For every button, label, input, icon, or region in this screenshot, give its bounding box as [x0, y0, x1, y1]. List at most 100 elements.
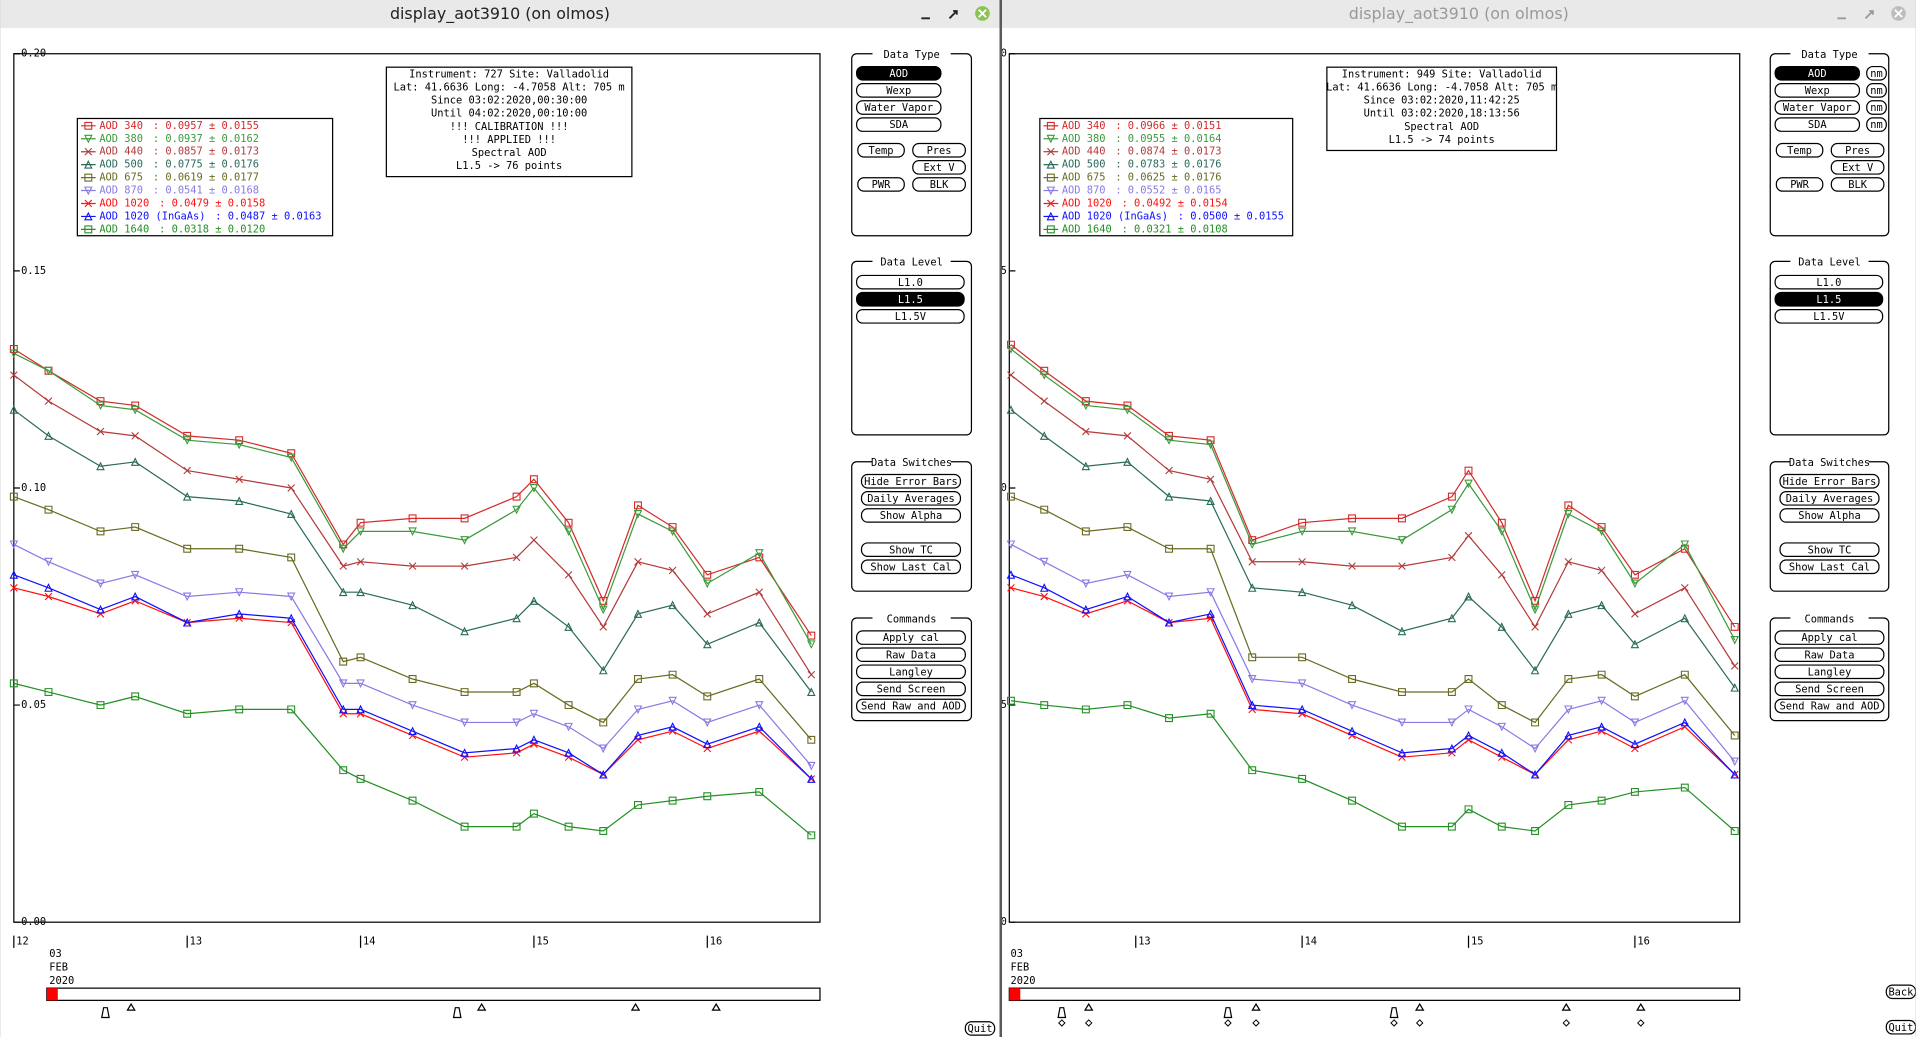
button[interactable] — [1774, 274, 1884, 290]
button-label[interactable]: Raw Data — [1805, 649, 1855, 661]
button-label[interactable]: Send Screen — [1795, 684, 1864, 696]
button-label[interactable]: Hide Error Bars — [1783, 476, 1877, 488]
button[interactable] — [1774, 100, 1861, 115]
button-label[interactable]: L1.0 — [1816, 277, 1841, 289]
maximize-button[interactable] — [1864, 10, 1874, 19]
button[interactable] — [1774, 664, 1885, 680]
button-label[interactable]: BLK — [930, 179, 949, 191]
button-label[interactable]: Ext V — [923, 162, 954, 174]
button-label[interactable]: Pres — [927, 145, 952, 157]
button[interactable] — [1866, 100, 1887, 115]
button[interactable] — [1774, 681, 1885, 697]
button[interactable] — [912, 160, 966, 175]
button-label[interactable]: Send Screen — [877, 684, 946, 696]
button-label[interactable]: Daily Averages — [867, 493, 954, 505]
button[interactable] — [1830, 142, 1885, 158]
button-label[interactable]: Temp — [1787, 145, 1812, 157]
button-label[interactable]: Apply cal — [883, 632, 939, 644]
button[interactable] — [1830, 160, 1885, 175]
button-label[interactable]: Show Last Cal — [1789, 561, 1870, 573]
button[interactable] — [1885, 984, 1916, 1000]
button[interactable] — [856, 83, 942, 98]
button-label[interactable]: L1.5 — [1816, 294, 1841, 306]
button[interactable] — [856, 309, 965, 324]
button[interactable] — [856, 291, 965, 307]
button[interactable] — [856, 100, 942, 115]
button-label[interactable]: L1.5 — [898, 294, 923, 306]
button-label[interactable]: Hide Error Bars — [864, 476, 958, 488]
button-label[interactable]: Quit — [967, 1023, 992, 1035]
button[interactable] — [1866, 65, 1887, 81]
button[interactable] — [1775, 177, 1824, 192]
button[interactable] — [857, 177, 905, 192]
button-label[interactable]: Raw Data — [886, 649, 936, 661]
button-label[interactable]: Send Raw and AOD — [1780, 701, 1880, 713]
button-label[interactable]: SDA — [889, 119, 908, 131]
button-label[interactable]: Show TC — [889, 544, 933, 556]
button[interactable] — [856, 681, 966, 697]
button-label[interactable]: Show Alpha — [880, 510, 942, 522]
button-label[interactable]: AOD — [1808, 68, 1827, 80]
button[interactable] — [860, 542, 962, 557]
button-label[interactable]: nm — [1870, 85, 1883, 97]
button-label[interactable]: PWR — [1790, 179, 1809, 191]
button-label[interactable]: Send Raw and AOD — [861, 701, 961, 713]
button[interactable] — [860, 473, 962, 489]
maximize-button[interactable] — [948, 10, 958, 19]
button-label[interactable]: Langley — [1808, 666, 1852, 678]
button[interactable] — [856, 698, 966, 714]
button-label[interactable]: Water Vapor — [864, 102, 933, 114]
button-label[interactable]: nm — [1870, 68, 1883, 80]
button[interactable] — [1779, 473, 1880, 489]
button-label[interactable]: Apply cal — [1801, 632, 1857, 644]
button[interactable] — [1774, 698, 1885, 714]
button[interactable] — [856, 664, 966, 680]
button[interactable] — [1774, 117, 1861, 132]
button-label[interactable]: Langley — [889, 666, 933, 678]
button[interactable] — [1774, 291, 1884, 307]
button[interactable] — [1779, 559, 1880, 575]
button[interactable] — [856, 65, 942, 81]
button[interactable] — [860, 491, 962, 506]
button[interactable] — [860, 508, 962, 523]
button-label[interactable]: Show TC — [1808, 544, 1852, 556]
button[interactable] — [860, 559, 962, 575]
button[interactable] — [856, 117, 942, 132]
button[interactable] — [912, 177, 966, 192]
close-icon[interactable] — [1894, 9, 1903, 18]
button[interactable] — [1775, 142, 1824, 158]
button[interactable] — [1774, 65, 1861, 81]
button-label[interactable]: Daily Averages — [1786, 493, 1873, 505]
button[interactable] — [856, 630, 966, 645]
button[interactable] — [1774, 630, 1885, 645]
button[interactable] — [1885, 1019, 1916, 1035]
button-label[interactable]: Wexp — [886, 85, 911, 97]
button[interactable] — [1774, 83, 1861, 98]
button[interactable] — [964, 1021, 996, 1036]
button-label[interactable]: Ext V — [1842, 162, 1873, 174]
button[interactable] — [1830, 177, 1885, 192]
button[interactable] — [1779, 491, 1880, 506]
button-label[interactable]: Temp — [869, 145, 894, 157]
button[interactable] — [856, 647, 966, 663]
button-label[interactable]: Show Alpha — [1798, 510, 1860, 522]
button-label[interactable]: Show Last Cal — [870, 561, 951, 573]
button-label[interactable]: Pres — [1845, 145, 1870, 157]
button-label[interactable]: nm — [1870, 102, 1883, 114]
button-label[interactable]: BLK — [1848, 179, 1867, 191]
close-icon[interactable] — [978, 9, 987, 18]
button-label[interactable]: SDA — [1808, 119, 1827, 131]
button[interactable] — [1779, 508, 1880, 523]
button-label[interactable]: Wexp — [1805, 85, 1830, 97]
button[interactable] — [1866, 117, 1887, 132]
button-label[interactable]: Back — [1888, 986, 1914, 998]
button[interactable] — [1779, 542, 1880, 557]
button-label[interactable]: AOD — [889, 68, 908, 80]
button[interactable] — [856, 274, 965, 290]
button-label[interactable]: Quit — [1888, 1022, 1913, 1034]
button-label[interactable]: Water Vapor — [1783, 102, 1852, 114]
button[interactable] — [912, 142, 966, 158]
button-label[interactable]: nm — [1870, 119, 1883, 131]
button[interactable] — [1774, 647, 1885, 663]
button[interactable] — [1866, 83, 1887, 98]
